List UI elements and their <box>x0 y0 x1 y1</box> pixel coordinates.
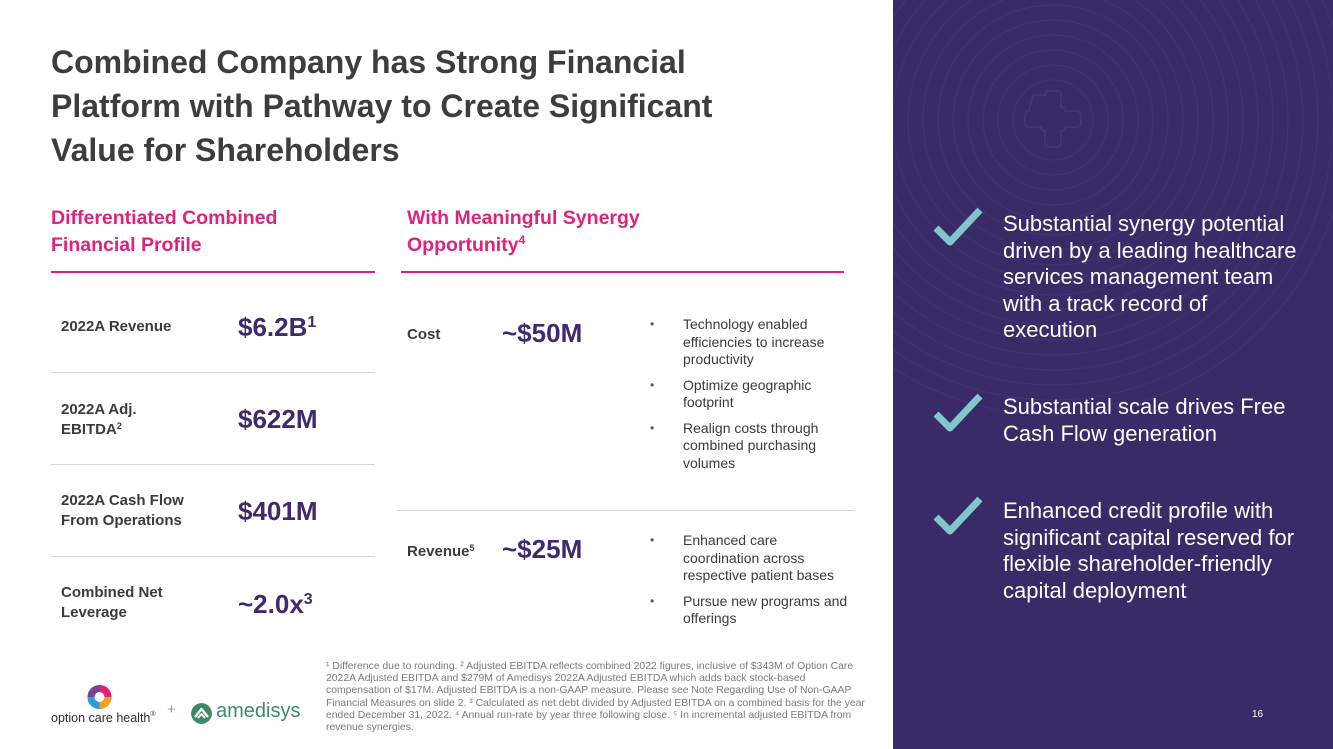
metric-label-revenue: 2022A Revenue <box>61 318 172 335</box>
concentric-circles-decoration <box>893 0 1333 416</box>
synergy-label-cost: Cost <box>407 326 441 343</box>
footnote: ¹ Difference due to rounding. ² Adjusted… <box>326 661 865 734</box>
financial-profile-divider <box>51 271 375 273</box>
metric-value-revenue: $6.2B1 <box>238 312 317 342</box>
list-item: • Optimize geographic footprint <box>650 376 812 411</box>
synergy-value-revenue: ~$25M <box>502 534 583 564</box>
amedisys-logo-text: amedisys <box>216 700 301 722</box>
metric-label-ebitda: 2022A Adj. EBITDA2 <box>61 401 137 438</box>
checkmark-icon <box>933 393 983 432</box>
synergy-row-divider <box>397 510 854 511</box>
page-number: 16 <box>1252 709 1264 720</box>
list-item: • Technology enabled efficiencies to incr… <box>650 316 825 367</box>
checkmark-icon <box>933 207 983 246</box>
metric-label-net-leverage: Combined Net Leverage <box>61 584 163 621</box>
main-content: Combined Company has Strong Financial Pl… <box>51 44 865 734</box>
metric-label-cash-flow: 2022A Cash Flow From Operations <box>61 492 184 529</box>
cost-synergy-list: • Technology enabled efficiencies to incr… <box>650 316 850 480</box>
synergy-heading: With Meaningful Synergy Opportunity4 <box>407 207 640 256</box>
revenue-synergy-list: • Enhanced care coordination across respe… <box>650 532 850 636</box>
slide-title: Combined Company has Strong Financial Pl… <box>51 44 713 168</box>
list-item: • Enhanced care coordination across respe… <box>650 532 834 583</box>
highlight-credit-profile: Enhanced credit profile with significant… <box>1003 498 1295 603</box>
synergy-label-revenue: Revenue5 <box>407 543 475 560</box>
option-care-logo-text: option care health® <box>51 711 156 725</box>
amedisys-logo-icon <box>191 703 212 724</box>
financial-profile-heading: Differentiated Combined Financial Profil… <box>51 207 278 256</box>
option-care-logo-icon <box>87 685 112 709</box>
metric-divider <box>51 464 375 465</box>
list-item: • Realign costs through combined purchasi… <box>650 419 819 471</box>
metric-value-ebitda: $622M <box>238 404 318 434</box>
logo-plus-sign: + <box>167 701 176 718</box>
highlight-scale: Substantial scale drives Free Cash Flow … <box>1003 394 1286 446</box>
highlight-synergy: Substantial synergy potential driven by … <box>1003 211 1297 342</box>
metric-divider <box>51 372 375 373</box>
checkmark-icon <box>933 496 983 535</box>
metric-divider <box>51 556 375 557</box>
list-item: • Pursue new programs and offerings <box>650 592 848 627</box>
metric-value-cash-flow: $401M <box>238 496 318 526</box>
synergy-divider <box>401 271 844 273</box>
metric-value-net-leverage: ~2.0x3 <box>238 589 313 619</box>
synergy-value-cost: ~$50M <box>502 318 583 348</box>
highlights-panel: Substantial synergy potential driven by … <box>893 0 1333 749</box>
